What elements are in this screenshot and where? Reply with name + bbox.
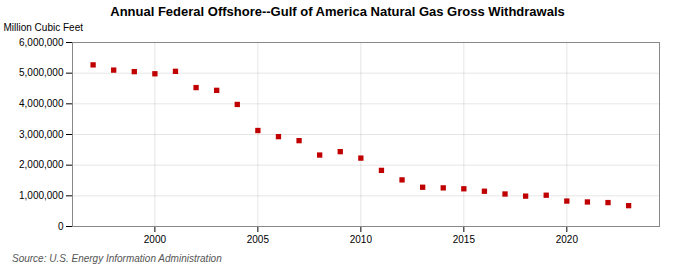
svg-text:2020: 2020 — [556, 234, 579, 245]
svg-text:2015: 2015 — [453, 234, 476, 245]
svg-text:3,000,000: 3,000,000 — [19, 129, 64, 140]
html-text:Source: U.S. Energy Informatio: Source: U.S. Energy Information Administ… — [12, 253, 222, 264]
svg-text:6,000,000: 6,000,000 — [19, 37, 64, 48]
svg-text:0: 0 — [58, 221, 64, 232]
svg-text:1,000,000: 1,000,000 — [19, 190, 64, 201]
svg-text:5,000,000: 5,000,000 — [19, 67, 64, 78]
svg-text:2,000,000: 2,000,000 — [19, 159, 64, 170]
svg-text:4,000,000: 4,000,000 — [19, 98, 64, 109]
svg-text:2010: 2010 — [350, 234, 373, 245]
svg-text:Million Cubic Feet: Million Cubic Feet — [4, 22, 84, 33]
svg-text:2000: 2000 — [144, 234, 167, 245]
svg-text:2005: 2005 — [247, 234, 270, 245]
html-text:Annual Federal Offshore--Gulf: Annual Federal Offshore--Gulf of America… — [110, 4, 565, 19]
